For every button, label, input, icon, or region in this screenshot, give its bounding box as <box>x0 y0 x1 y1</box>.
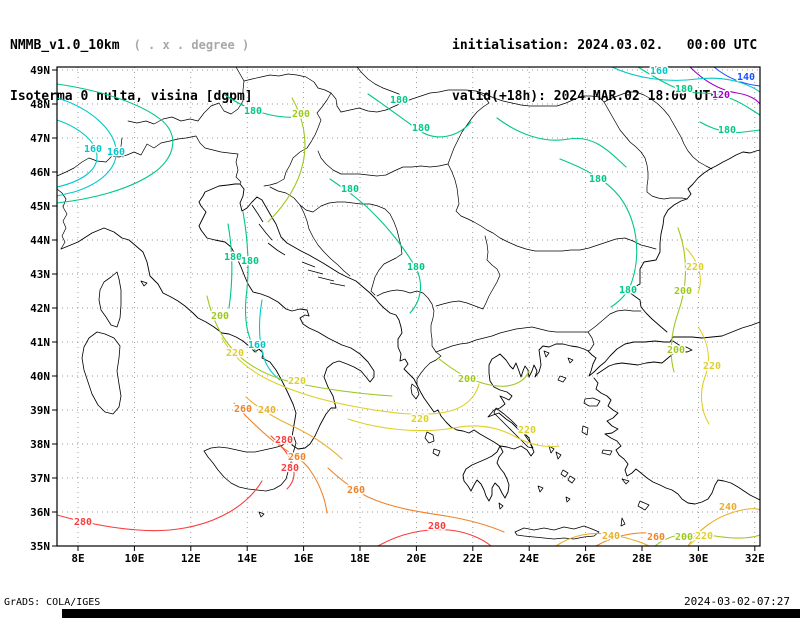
contour-value-label: 240 <box>602 531 620 542</box>
lat-tick-label: 43N <box>30 268 50 281</box>
contour-level-260 <box>233 402 664 547</box>
lon-tick-label: 14E <box>237 552 257 565</box>
lat-tick-label: 38N <box>30 438 50 451</box>
contour-value-label: 180 <box>244 106 262 117</box>
lat-tick-label: 46N <box>30 166 50 179</box>
contour-value-label: 160 <box>650 66 668 77</box>
lon-tick-label: 28E <box>632 552 652 565</box>
lat-tick-label: 48N <box>30 98 50 111</box>
lat-tick-label: 47N <box>30 132 50 145</box>
contour-value-label: 200 <box>675 532 693 543</box>
grid-lines <box>52 67 760 551</box>
contour-value-label: 260 <box>288 452 306 463</box>
init-time: initialisation: 2024.03.02. 00:00 UTC <box>452 38 758 53</box>
contour-level-180 <box>56 66 761 353</box>
contour-value-label: 180 <box>412 123 430 134</box>
contour-value-label: 200 <box>674 286 692 297</box>
contour-value-label: 180 <box>675 84 693 95</box>
lat-tick-label: 36N <box>30 506 50 519</box>
contour-level-280 <box>56 435 492 547</box>
lat-tick-label: 35N <box>30 540 50 553</box>
lon-axis-labels: 8E 10E 12E 14E 16E 18E 20E 22E 24E 26E 28E 30E 32E <box>71 552 764 565</box>
degree-note: ( . x . degree ) <box>133 38 250 52</box>
lat-tick-label: 42N <box>30 302 50 315</box>
contour-value-label: 160 <box>248 340 266 351</box>
lon-tick-label: 18E <box>350 552 370 565</box>
contour-value-label: 220 <box>411 414 429 425</box>
contour-value-label: 180 <box>224 252 242 263</box>
contour-value-label: 200 <box>292 109 310 120</box>
contour-value-label: 180 <box>619 285 637 296</box>
header-right: initialisation: 2024.03.02. 00:00 UTC va… <box>452 5 757 122</box>
grads-credit: GrADS: COLA/IGES <box>4 597 101 608</box>
lat-tick-label: 37N <box>30 472 50 485</box>
lon-tick-label: 30E <box>688 552 708 565</box>
lon-tick-label: 22E <box>463 552 483 565</box>
lon-tick-label: 10E <box>124 552 144 565</box>
contour-value-label: 260 <box>234 404 252 415</box>
contour-value-label: 180 <box>407 262 425 273</box>
lon-tick-label: 8E <box>71 552 84 565</box>
header-left: NMMB_v1.0_10km( . x . degree ) Isoterma … <box>10 5 253 122</box>
contour-level-240 <box>245 396 761 547</box>
contour-value-label: 280 <box>428 521 446 532</box>
contour-value-label: 120 <box>712 90 730 101</box>
contour-value-label: 220 <box>226 348 244 359</box>
lon-tick-label: 32E <box>745 552 765 565</box>
contour-value-label: 180 <box>241 256 259 267</box>
lon-tick-label: 26E <box>576 552 596 565</box>
contour-value-label: 240 <box>719 502 737 513</box>
lat-tick-label: 40N <box>30 370 50 383</box>
contour-value-label: 180 <box>589 174 607 185</box>
contour-value-label: 280 <box>281 463 299 474</box>
contour-level-140 <box>713 66 761 87</box>
lat-tick-label: 44N <box>30 234 50 247</box>
lon-tick-label: 20E <box>406 552 426 565</box>
contour-value-label: 260 <box>647 532 665 543</box>
contour-value-label: 180 <box>718 125 736 136</box>
contour-value-label: 160 <box>84 144 102 155</box>
contour-value-label: 180 <box>390 95 408 106</box>
contour-value-label: 220 <box>695 531 713 542</box>
bottom-bar <box>62 609 800 618</box>
lat-tick-label: 49N <box>30 64 50 77</box>
contour-value-label: 280 <box>74 517 92 528</box>
contour-value-label: 220 <box>518 425 536 436</box>
contour-level-120 <box>689 66 761 105</box>
contour-value-label: 140 <box>737 72 755 83</box>
contour-value-label: 200 <box>667 345 685 356</box>
lat-tick-label: 41N <box>30 336 50 349</box>
render-timestamp: 2024-03-02-07:27 <box>684 595 790 608</box>
contour-value-label: 180 <box>341 184 359 195</box>
contour-value-label: 260 <box>347 485 365 496</box>
lat-tick-label: 39N <box>30 404 50 417</box>
contour-value-label: 200 <box>458 374 476 385</box>
contour-level-200 <box>206 97 761 547</box>
coastlines <box>60 149 761 505</box>
contour-value-label: 220 <box>703 361 721 372</box>
contour-value-label: 240 <box>258 405 276 416</box>
contour-value-label: 280 <box>275 435 293 446</box>
islands <box>81 204 650 540</box>
contour-value-label: 200 <box>211 311 229 322</box>
map-frame <box>56 66 761 547</box>
lon-tick-label: 16E <box>294 552 314 565</box>
lat-tick-label: 45N <box>30 200 50 213</box>
contour-value-label: 220 <box>686 262 704 273</box>
contour-value-label: 160 <box>107 147 125 158</box>
lon-tick-label: 12E <box>181 552 201 565</box>
lat-axis-labels: 49N 48N 47N 46N 45N 44N 43N 42N 41N 40N 39N 38N 37N 3… <box>30 64 50 553</box>
model-title: NMMB_v1.0_10km <box>10 38 120 53</box>
country-borders <box>56 66 713 386</box>
contour-level-160 <box>56 66 761 381</box>
contour-level-220 <box>221 247 710 547</box>
lon-tick-label: 24E <box>519 552 539 565</box>
contour-value-label: 220 <box>288 376 306 387</box>
